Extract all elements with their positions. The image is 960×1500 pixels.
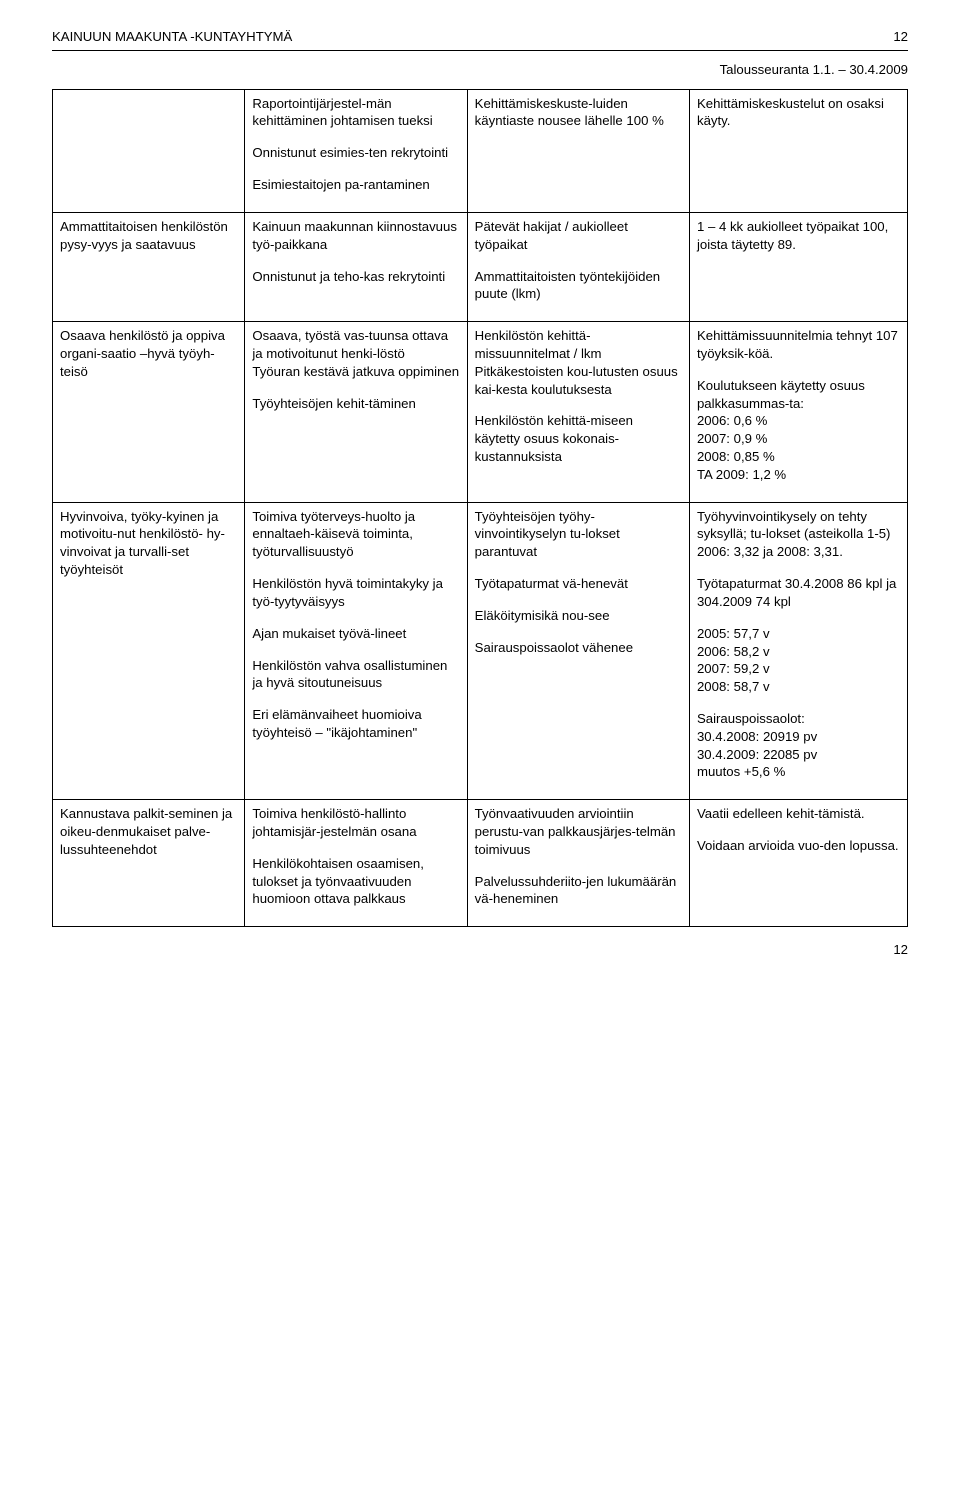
cell-text: Eri elämänvaiheet huomioiva työyhteisö –…	[252, 706, 459, 742]
col-4-cell: Kehittämissuunnitelmia tehnyt 107 työyks…	[689, 322, 907, 503]
cell-text: Ammattitaitoisen henkilöstön pysy-vyys j…	[60, 218, 237, 254]
content-table: Raportointijärjestel-män kehittäminen jo…	[52, 89, 908, 928]
col-3-cell: Työyhteisöjen työhy-vinvointikyselyn tu-…	[467, 502, 689, 800]
col-1-cell: Osaava henkilöstö ja oppiva organi-saati…	[53, 322, 245, 503]
cell-text: Ammattitaitoisten työntekijöiden puute (…	[475, 268, 682, 304]
org-name: KAINUUN MAAKUNTA -KUNTAYHTYMÄ	[52, 28, 292, 46]
col-2-cell: Kainuun maakunnan kiinnostavuus työ-paik…	[245, 212, 467, 321]
page-header: KAINUUN MAAKUNTA -KUNTAYHTYMÄ 12	[52, 28, 908, 46]
col-4-cell: 1 – 4 kk aukiolleet työpaikat 100, joist…	[689, 212, 907, 321]
col-3-cell: Kehittämiskeskuste-luiden käyntiaste nou…	[467, 89, 689, 212]
cell-text: Koulutukseen käytetty osuus palkkasummas…	[697, 377, 900, 484]
col-4-cell: Kehittämiskeskustelut on osaksi käyty.	[689, 89, 907, 212]
cell-text: Työtapaturmat vä-henevät	[475, 575, 682, 593]
cell-text: Kehittämiskeskuste-luiden käyntiaste nou…	[475, 95, 682, 131]
col-1-cell: Hyvinvoiva, työky-kyinen ja motivoitu-nu…	[53, 502, 245, 800]
cell-text: 1 – 4 kk aukiolleet työpaikat 100, joist…	[697, 218, 900, 254]
col-3-cell: Työnvaativuuden arviointiin perustu-van …	[467, 800, 689, 927]
cell-text: Henkilöstön kehittä-miseen käytetty osuu…	[475, 412, 682, 465]
cell-text: Esimiestaitojen pa-rantaminen	[252, 176, 459, 194]
table-row: Osaava henkilöstö ja oppiva organi-saati…	[53, 322, 908, 503]
cell-text: Työtapaturmat 30.4.2008 86 kpl ja 304.20…	[697, 575, 900, 611]
cell-text: 2005: 57,7 v2006: 58,2 v2007: 59,2 v2008…	[697, 625, 900, 696]
cell-text: Työyhteisöjen kehit-täminen	[252, 395, 459, 413]
cell-text: Työyhteisöjen työhy-vinvointikyselyn tu-…	[475, 508, 682, 561]
cell-text: Osaava henkilöstö ja oppiva organi-saati…	[60, 327, 237, 380]
cell-text: Ajan mukaiset työvä-lineet	[252, 625, 459, 643]
table-row: Hyvinvoiva, työky-kyinen ja motivoitu-nu…	[53, 502, 908, 800]
col-3-cell: Pätevät hakijat / aukiolleet työpaikat Am…	[467, 212, 689, 321]
page-number-top: 12	[893, 28, 908, 46]
cell-text: Kainuun maakunnan kiinnostavuus työ-paik…	[252, 218, 459, 254]
col-1-cell	[53, 89, 245, 212]
col-2-cell: Osaava, työstä vas-tuunsa ottava ja moti…	[245, 322, 467, 503]
cell-text: Sairauspoissaolot:30.4.2008: 20919 pv30.…	[697, 710, 900, 781]
cell-text: Henkilöstön vahva osallistuminen ja hyvä…	[252, 657, 459, 693]
cell-text: Eläköitymisikä nou-see	[475, 607, 682, 625]
header-rule	[52, 50, 908, 51]
table-row: Kannustava palkit-seminen ja oikeu-denmu…	[53, 800, 908, 927]
cell-text: Toimiva työterveys-huolto ja ennaltaeh-k…	[252, 508, 459, 561]
page-number-bottom: 12	[52, 941, 908, 959]
table-row: Raportointijärjestel-män kehittäminen jo…	[53, 89, 908, 212]
cell-text: Hyvinvoiva, työky-kyinen ja motivoitu-nu…	[60, 508, 237, 579]
col-4-cell: Vaatii edelleen kehit-tämistä. Voidaan ar…	[689, 800, 907, 927]
table-row: Ammattitaitoisen henkilöstön pysy-vyys j…	[53, 212, 908, 321]
cell-text: Onnistunut esimies-ten rekrytointi	[252, 144, 459, 162]
col-1-cell: Kannustava palkit-seminen ja oikeu-denmu…	[53, 800, 245, 927]
col-1-cell: Ammattitaitoisen henkilöstön pysy-vyys j…	[53, 212, 245, 321]
report-period: Talousseuranta 1.1. – 30.4.2009	[52, 61, 908, 79]
cell-text: Vaatii edelleen kehit-tämistä.	[697, 805, 900, 823]
cell-text: Toimiva henkilöstö-hallinto johtamisjär-…	[252, 805, 459, 841]
col-2-cell: Toimiva työterveys-huolto ja ennaltaeh-k…	[245, 502, 467, 800]
cell-text: Henkilöstön hyvä toimintakyky ja työ-tyy…	[252, 575, 459, 611]
cell-text: Työhyvinvointikysely on tehty syksyllä; …	[697, 508, 900, 561]
col-2-cell: Raportointijärjestel-män kehittäminen jo…	[245, 89, 467, 212]
cell-text: Osaava, työstä vas-tuunsa ottava ja moti…	[252, 327, 459, 380]
col-2-cell: Toimiva henkilöstö-hallinto johtamisjär-…	[245, 800, 467, 927]
cell-text: Työnvaativuuden arviointiin perustu-van …	[475, 805, 682, 858]
cell-text: Voidaan arvioida vuo-den lopussa.	[697, 837, 900, 855]
cell-text: Henkilökohtaisen osaamisen, tulokset ja …	[252, 855, 459, 908]
cell-text: Onnistunut ja teho-kas rekrytointi	[252, 268, 459, 286]
cell-text: Palvelussuhderiito-jen lukumäärän vä-hen…	[475, 873, 682, 909]
cell-text: Kehittämiskeskustelut on osaksi käyty.	[697, 95, 900, 131]
cell-text: Kannustava palkit-seminen ja oikeu-denmu…	[60, 805, 237, 858]
cell-text: Pätevät hakijat / aukiolleet työpaikat	[475, 218, 682, 254]
col-4-cell: Työhyvinvointikysely on tehty syksyllä; …	[689, 502, 907, 800]
cell-text: Kehittämissuunnitelmia tehnyt 107 työyks…	[697, 327, 900, 363]
col-3-cell: Henkilöstön kehittä-missuunnitelmat / lk…	[467, 322, 689, 503]
cell-text: Henkilöstön kehittä-missuunnitelmat / lk…	[475, 327, 682, 398]
cell-text: Sairauspoissaolot vähenee	[475, 639, 682, 657]
cell-text: Raportointijärjestel-män kehittäminen jo…	[252, 95, 459, 131]
